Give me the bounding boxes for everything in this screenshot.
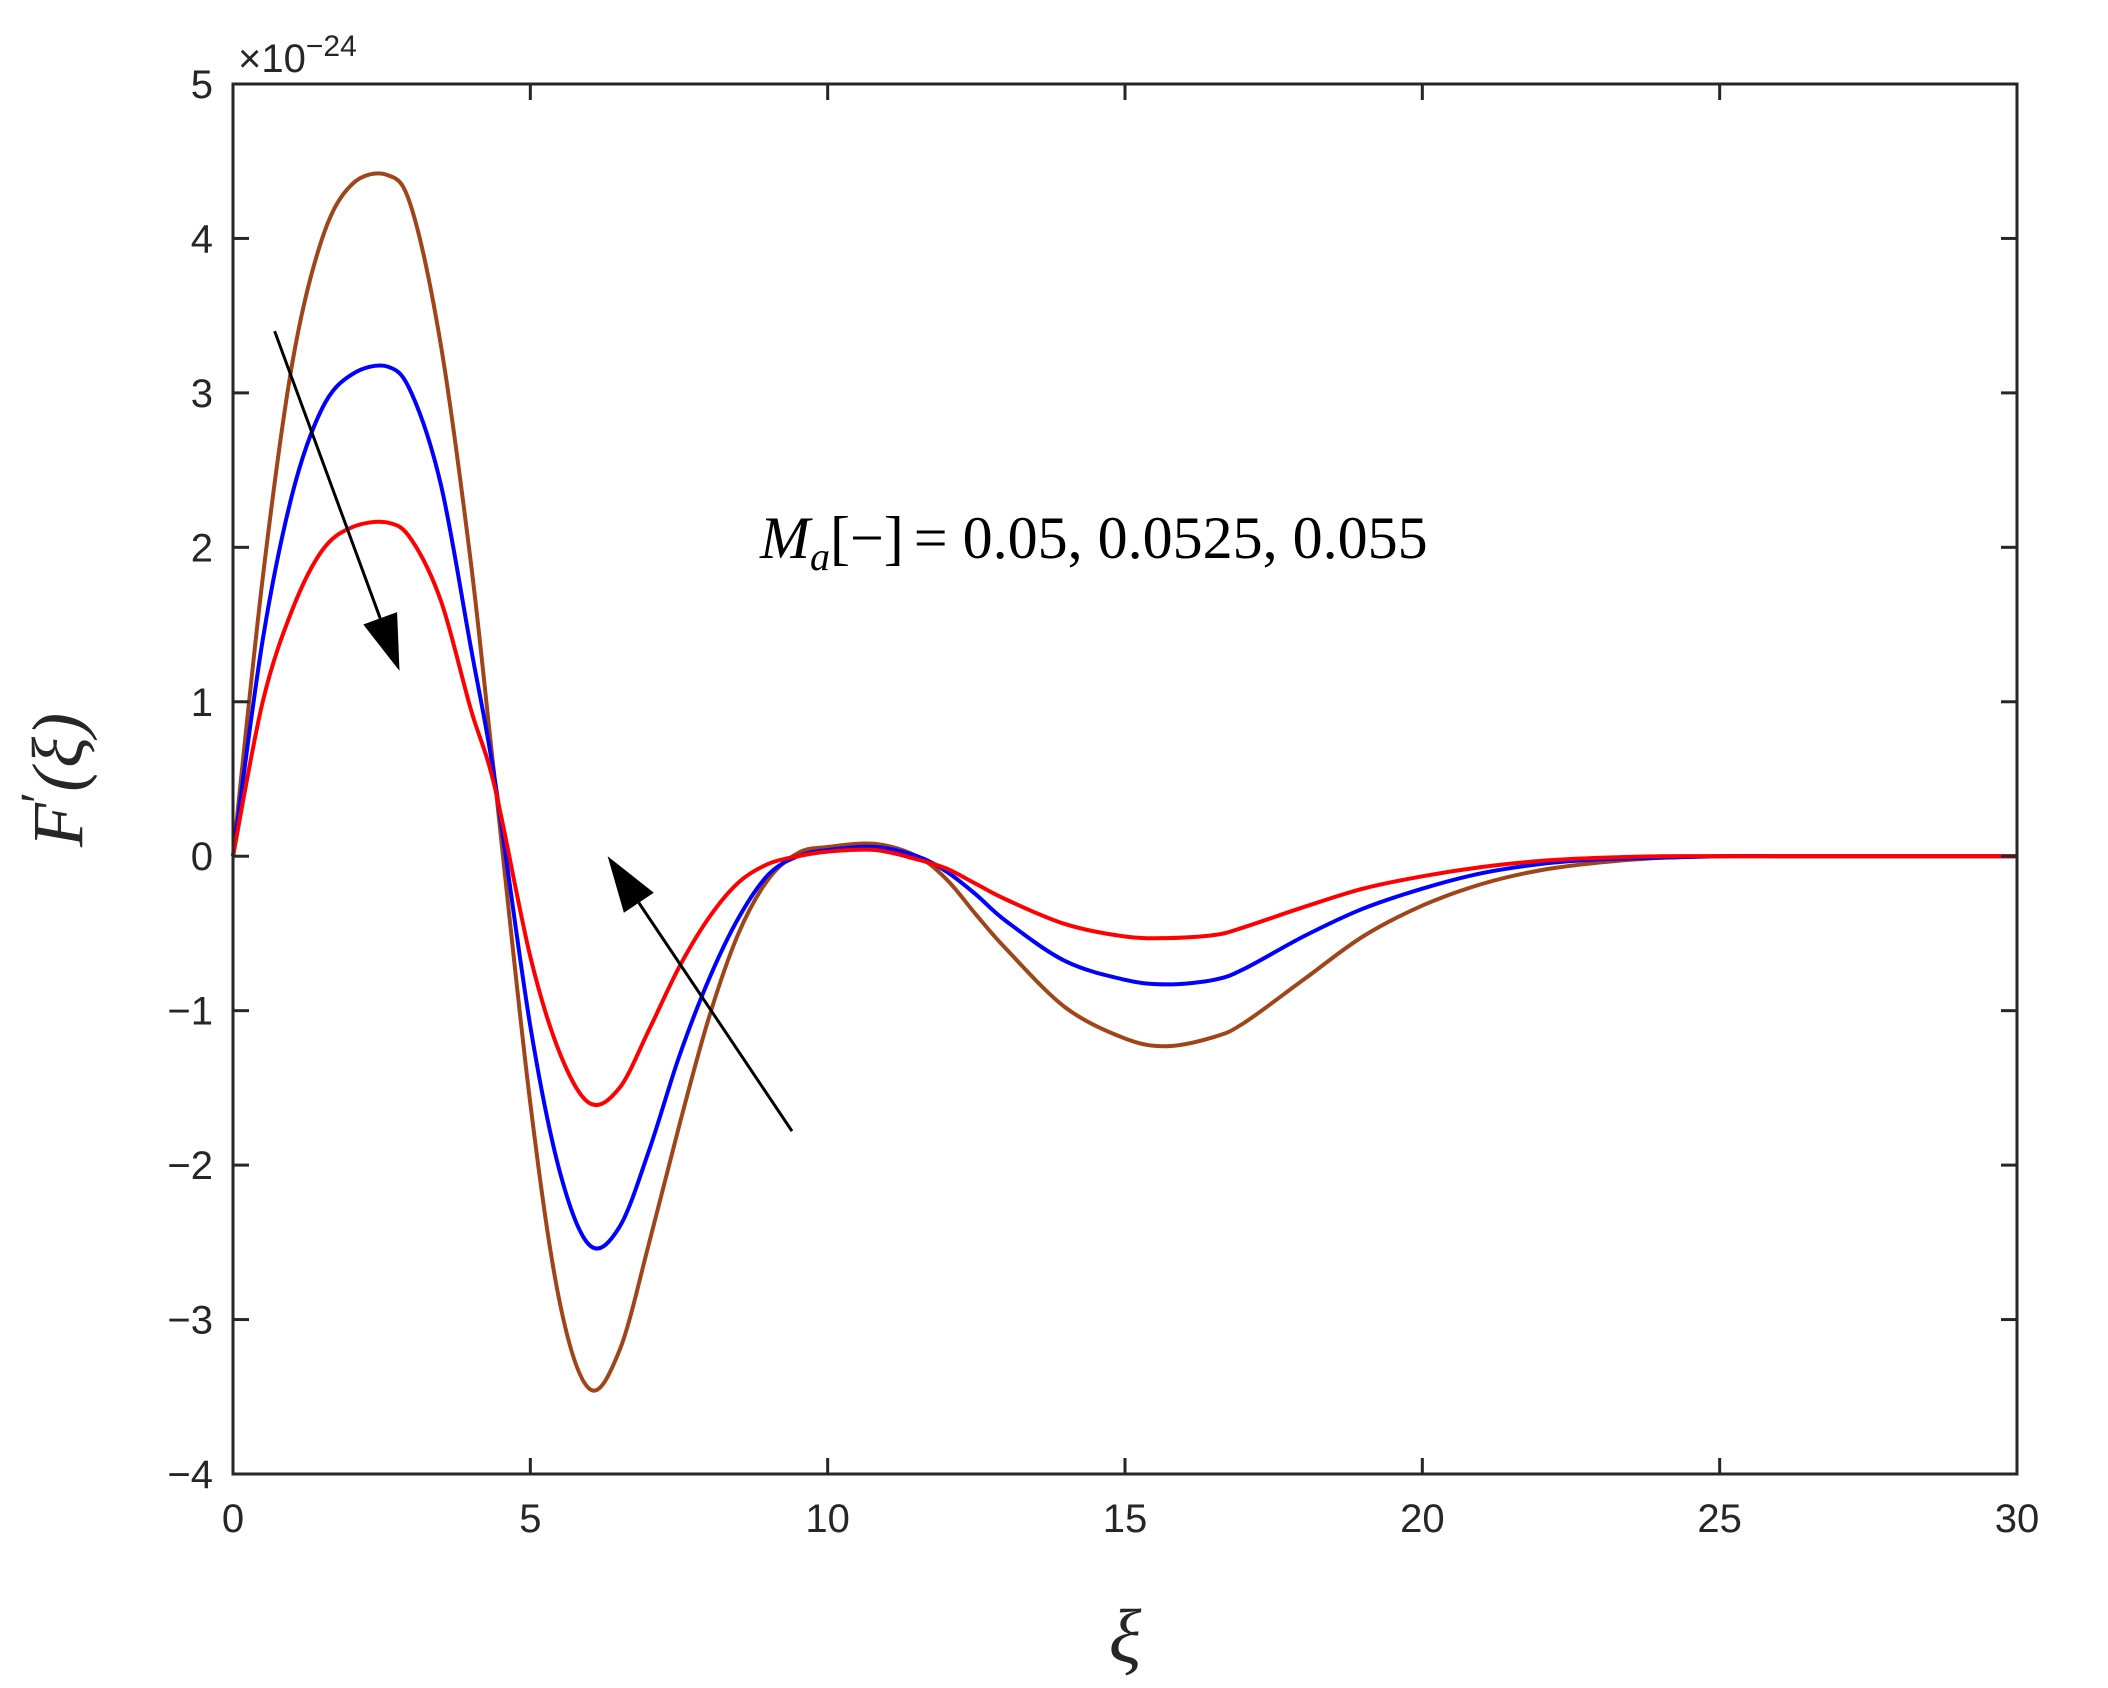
y-tick-label: 4 xyxy=(191,217,213,261)
series-layer xyxy=(231,171,2017,1393)
annotation-var: M xyxy=(759,505,813,571)
x-tick-label: 0 xyxy=(222,1497,244,1541)
arrow-layer xyxy=(273,330,794,1132)
x-tick-label: 20 xyxy=(1400,1497,1445,1541)
y-tick-label: −3 xyxy=(167,1299,213,1343)
series-line-3 xyxy=(231,519,2017,1108)
annotation-values: = 0.05, 0.0525, 0.055 xyxy=(914,505,1428,571)
x-axis-label: ξ xyxy=(1109,1595,1142,1679)
y-axis-label: F′(ξ) xyxy=(11,713,98,848)
x-tick-label: 10 xyxy=(805,1497,850,1541)
exponent-power: −24 xyxy=(306,30,357,63)
y-tick-label: 1 xyxy=(191,681,213,725)
y-tick-label: −2 xyxy=(167,1144,213,1188)
y-axis-label-prime: ′ xyxy=(11,792,68,803)
arrow-head-1 xyxy=(363,612,400,671)
x-tick-label: 15 xyxy=(1103,1497,1148,1541)
arrow-head-2 xyxy=(607,856,654,913)
x-tick-label: 30 xyxy=(1995,1497,2040,1541)
arrow-shaft-2 xyxy=(637,901,794,1132)
y-axis-label-main: F xyxy=(18,802,98,848)
arrow-shaft-1 xyxy=(273,330,382,619)
y-tick-label: −4 xyxy=(167,1453,213,1497)
exponent-prefix: ×10 xyxy=(238,37,306,81)
exponent-label: ×10−24 xyxy=(238,30,357,81)
y-tick-label: 5 xyxy=(191,63,213,107)
y-axis-label-arg: (ξ) xyxy=(18,713,98,792)
x-tick-label: 25 xyxy=(1697,1497,1742,1541)
y-tick-label: 3 xyxy=(191,372,213,416)
x-tick-label: 5 xyxy=(519,1497,541,1541)
tick-layer: 0 5 10 15 20 25 30 −4 −3 −2 −1 0 1 2 3 4 5 xyxy=(167,63,2039,1541)
y-tick-label: −1 xyxy=(167,990,213,1034)
annotation-sub: a xyxy=(810,534,830,579)
parameter-annotation: Ma[−] = 0.05, 0.0525, 0.055 xyxy=(759,505,1428,579)
annotation-bracket: [−] xyxy=(830,505,904,571)
y-tick-label: 2 xyxy=(191,526,213,570)
y-tick-label: 0 xyxy=(191,835,213,879)
